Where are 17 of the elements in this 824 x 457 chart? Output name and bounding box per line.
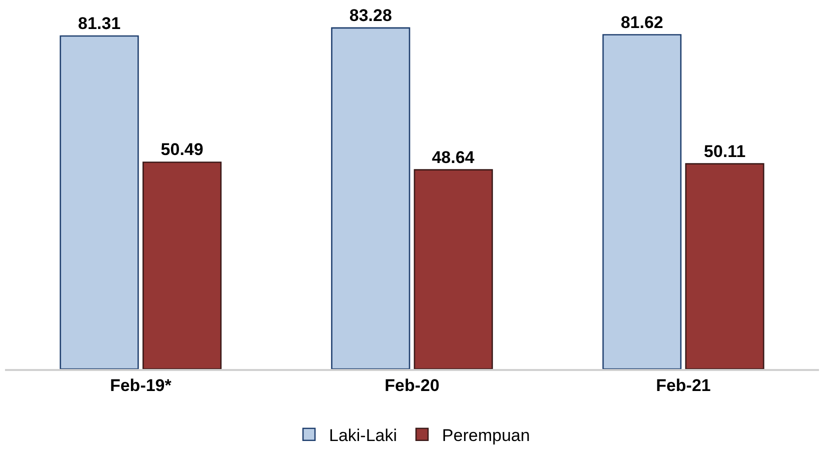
data-label: 50.11	[704, 142, 746, 161]
bar	[60, 35, 139, 369]
data-label: 83.28	[349, 6, 392, 25]
data-label: 48.64	[432, 148, 475, 167]
data-label: 50.49	[160, 140, 204, 160]
data-label: 81.31	[78, 14, 121, 34]
legend-label: Perempuan	[442, 426, 530, 445]
bar	[685, 163, 764, 369]
bar	[331, 27, 410, 369]
bar	[142, 162, 222, 369]
bar	[414, 169, 493, 369]
x-tick-label: Feb-21	[656, 376, 711, 396]
legend-label: Laki-Laki	[329, 426, 398, 445]
data-label: 81.62	[620, 12, 664, 32]
x-tick-label: Feb-20	[384, 376, 440, 396]
x-tick-label: Feb-19*	[110, 376, 172, 396]
bar	[602, 34, 682, 369]
